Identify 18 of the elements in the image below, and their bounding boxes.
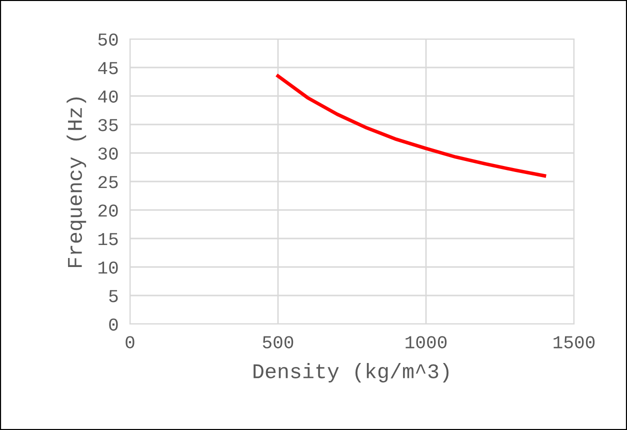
- y-tick-label: 35: [98, 118, 118, 132]
- x-axis-title: Density (kg/m^3): [254, 363, 449, 382]
- y-tick-label: 25: [98, 176, 118, 188]
- y-tick-label: 30: [98, 147, 118, 160]
- y-tick-label: 0: [109, 318, 118, 331]
- y-tick-label: 15: [98, 233, 118, 246]
- y-axis-title: Frequency (Hz): [66, 97, 86, 268]
- y-tick-label: 50: [98, 33, 118, 46]
- y-tick-label: 5: [109, 290, 118, 302]
- x-tick-label: 0: [126, 336, 134, 348]
- y-tick-label: 40: [98, 90, 118, 103]
- line-series: [276, 74, 546, 178]
- x-tick-label: 500: [262, 336, 294, 348]
- y-tick-label: 45: [98, 62, 118, 74]
- y-tick-label: 20: [98, 204, 118, 217]
- x-tick-label: 1000: [406, 336, 447, 348]
- x-tick-label: 1500: [554, 336, 595, 348]
- y-tick-label: 10: [98, 261, 118, 274]
